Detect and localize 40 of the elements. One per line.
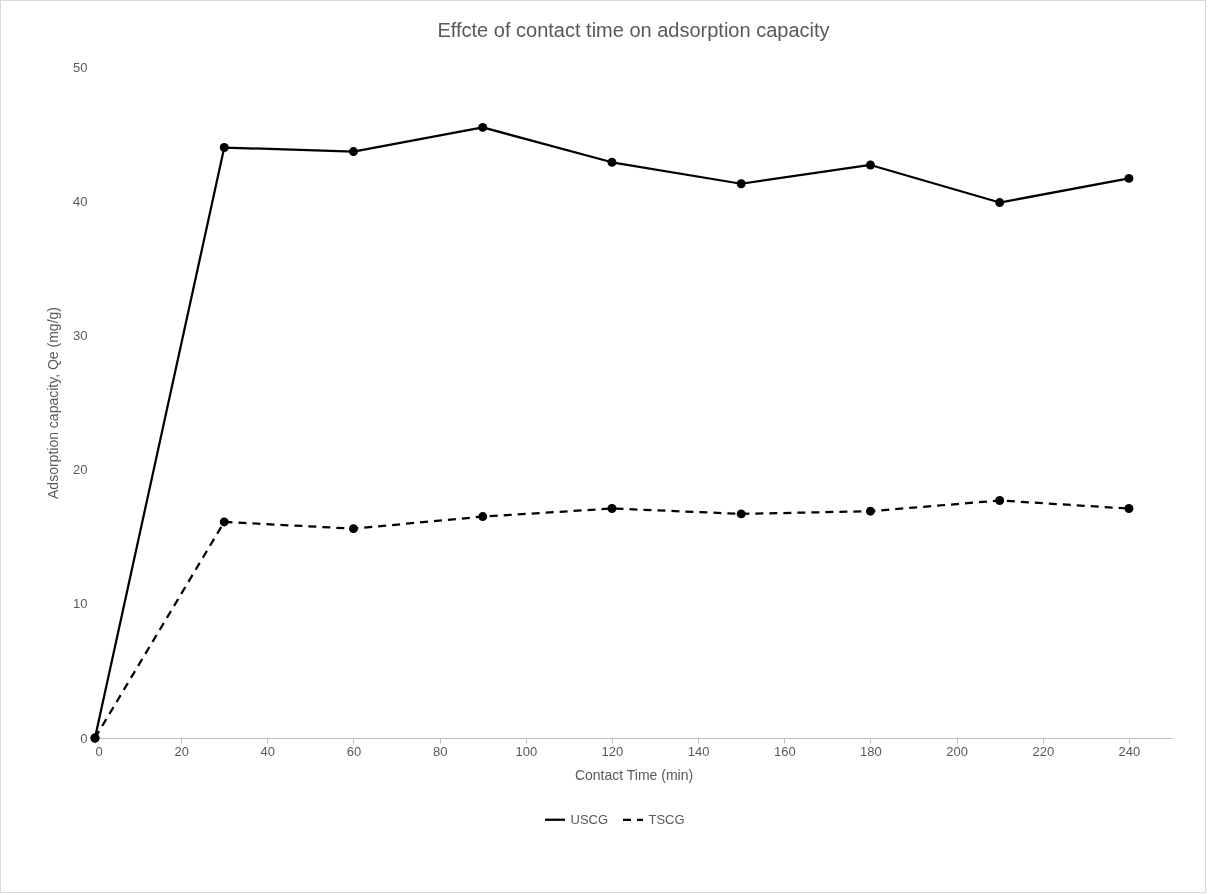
point: [349, 147, 358, 157]
y-tick-label: 50: [73, 59, 88, 75]
point: [607, 157, 617, 167]
y-tick-label: 40: [73, 193, 88, 209]
x-tick-label: 60: [346, 743, 362, 759]
point: [1124, 173, 1134, 183]
point: [349, 524, 358, 534]
x-tick-label: 180: [860, 743, 882, 759]
x-tick-label: 80: [432, 743, 448, 759]
point: [219, 143, 229, 152]
point: [995, 496, 1005, 505]
y-tick-label: 10: [73, 596, 88, 612]
x-tick-label: 140: [687, 743, 710, 759]
y-tick-label: 0: [80, 730, 88, 746]
point: [736, 179, 746, 189]
legend-label: TSCG: [648, 811, 685, 827]
point: [736, 509, 746, 519]
x-axis-title: Contact Time (min): [574, 766, 694, 783]
x-tick-label: 40: [260, 743, 276, 759]
point: [607, 504, 617, 513]
point: [865, 160, 875, 170]
chart-title: Effcte of contact time on adsorption capacity: [437, 19, 830, 41]
x-tick-label: 200: [946, 743, 968, 759]
y-axis-title: Adsorption capacity, Qe (mg/g): [45, 307, 62, 499]
point: [865, 506, 875, 516]
point: [478, 122, 488, 132]
x-tick-label: 20: [174, 743, 189, 759]
point: [1124, 504, 1134, 513]
x-tick-label: 160: [773, 743, 796, 759]
point: [478, 512, 488, 522]
point: [995, 198, 1005, 208]
x-tick-label: 100: [515, 743, 538, 759]
y-tick-label: 20: [73, 462, 88, 478]
point: [219, 517, 229, 527]
x-tick-label: 220: [1032, 743, 1055, 759]
x-tick-label: 240: [1118, 743, 1141, 759]
y-tick-label: 30: [73, 327, 88, 343]
x-tick-label: 120: [601, 743, 624, 759]
x-tick-label: 0: [95, 743, 103, 759]
legend-label: USCG: [570, 811, 609, 827]
